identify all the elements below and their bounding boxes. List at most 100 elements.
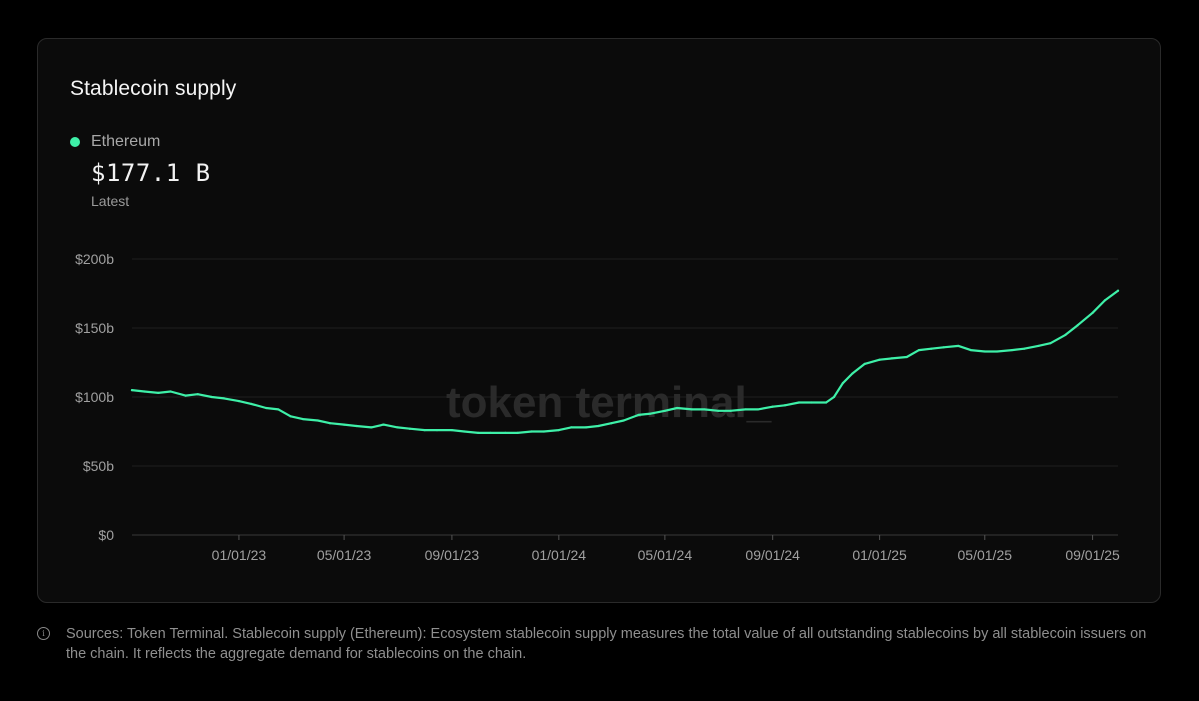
line-chart[interactable]: token terminal_ $0 $50b $100b $150b $200b 01… (38, 39, 1162, 604)
y-tick-label: $150b (75, 320, 114, 336)
data-point (450, 429, 454, 432)
latest-value: $177.1 B (91, 159, 211, 187)
x-axis-ticks: 01/01/23 05/01/23 09/01/23 01/01/24 05/01/24… (212, 535, 1120, 563)
data-point (610, 422, 613, 425)
data-point (930, 347, 933, 350)
data-point (917, 348, 921, 352)
data-point (744, 408, 747, 411)
chart-title: Stablecoin supply (70, 77, 237, 100)
data-point (557, 429, 560, 432)
data-point (863, 362, 866, 365)
footnote: i Sources: Token Terminal. Stablecoin su… (37, 624, 1161, 664)
series-layer (130, 289, 1120, 434)
data-point (516, 431, 519, 434)
y-tick-label: $100b (75, 389, 114, 405)
data-point (690, 408, 694, 411)
data-point (942, 346, 945, 349)
data-point (423, 429, 426, 432)
x-tick-label: 01/01/24 (532, 547, 587, 563)
data-point (1010, 348, 1014, 352)
legend-dot-icon (70, 137, 80, 147)
x-tick-label: 05/01/23 (317, 547, 372, 563)
data-point (983, 350, 986, 353)
y-tick-label: $200b (75, 251, 114, 267)
data-point (810, 401, 813, 404)
data-point (370, 426, 373, 429)
data-point (184, 394, 187, 397)
data-point (250, 402, 253, 405)
data-point (1076, 324, 1079, 327)
data-point (1091, 311, 1094, 314)
data-point (382, 423, 385, 426)
x-tick-label: 09/01/25 (1065, 547, 1120, 563)
data-point (143, 390, 146, 393)
data-point (890, 357, 893, 360)
data-point (196, 393, 199, 396)
data-point (408, 427, 411, 430)
data-point (878, 358, 881, 361)
legend-label: Ethereum (91, 133, 161, 150)
data-point (435, 429, 439, 432)
data-point (729, 409, 732, 412)
data-point (649, 412, 652, 415)
data-point (1064, 333, 1067, 336)
info-icon: i (37, 627, 50, 640)
y-tick-label: $0 (98, 527, 114, 543)
data-point (825, 401, 828, 404)
data-point (1116, 289, 1120, 292)
data-point (504, 431, 507, 434)
data-point (597, 424, 600, 428)
data-point (463, 430, 466, 433)
data-point (717, 409, 720, 412)
x-tick-label: 05/01/24 (638, 547, 693, 563)
data-point (995, 350, 999, 353)
data-point (584, 426, 588, 429)
data-point (1023, 347, 1026, 350)
data-point (210, 395, 213, 399)
data-point (832, 395, 836, 399)
data-point (328, 422, 332, 425)
x-tick-label: 01/01/25 (852, 547, 907, 563)
data-point (355, 424, 358, 428)
x-tick-label: 09/01/23 (425, 547, 480, 563)
legend-item-ethereum[interactable]: Ethereum (70, 133, 160, 151)
data-point (637, 413, 640, 417)
data-point (316, 419, 319, 422)
data-point (157, 391, 160, 394)
data-point (289, 415, 292, 418)
data-point (783, 404, 787, 407)
data-point (301, 417, 305, 421)
data-point (1037, 344, 1040, 348)
data-point (703, 408, 706, 411)
y-tick-label: $50b (83, 458, 114, 474)
y-axis-ticks: $0 $50b $100b $150b $200b (75, 251, 114, 543)
data-point (396, 426, 399, 429)
data-point (530, 430, 533, 433)
data-point (676, 406, 679, 410)
data-point (851, 372, 854, 375)
data-point (130, 389, 134, 392)
data-point (1103, 299, 1106, 302)
data-point (957, 344, 960, 348)
data-point (264, 406, 268, 410)
data-point (905, 355, 908, 359)
data-point (342, 423, 346, 426)
data-point (542, 430, 546, 433)
data-point (756, 408, 759, 411)
footnote-text: Sources: Token Terminal. Stablecoin supp… (66, 626, 1147, 662)
data-point (569, 426, 573, 429)
watermark: token terminal_ (446, 378, 772, 427)
series-line-ethereum (130, 289, 1120, 434)
x-tick-label: 01/01/23 (212, 547, 267, 563)
data-point (489, 431, 492, 434)
data-point (222, 397, 226, 400)
data-point (477, 431, 480, 434)
data-point (622, 419, 625, 422)
x-tick-label: 05/01/25 (958, 547, 1013, 563)
data-point (1049, 342, 1052, 345)
data-point (771, 405, 774, 408)
data-point (169, 390, 172, 393)
data-point (663, 409, 666, 412)
gridlines (132, 258, 1118, 536)
data-point (797, 401, 801, 404)
